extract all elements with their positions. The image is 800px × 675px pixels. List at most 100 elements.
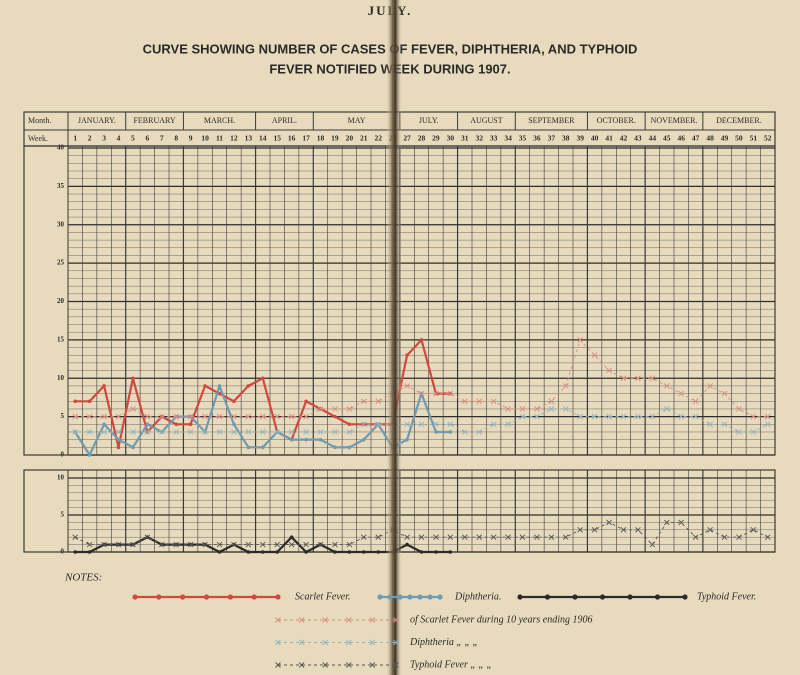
- point: [318, 437, 323, 442]
- point-cross: [678, 519, 685, 526]
- week-label: 44: [649, 134, 657, 143]
- point-cross: [259, 541, 266, 548]
- point-cross: [620, 413, 627, 420]
- point-cross: [764, 534, 771, 541]
- point-cross: [231, 413, 237, 420]
- week-label: 36: [533, 134, 541, 143]
- point-cross: [332, 541, 338, 548]
- point: [333, 414, 337, 419]
- y-tick-label: 5: [61, 511, 65, 519]
- point-cross: [202, 541, 208, 548]
- point-cross: [505, 534, 511, 541]
- point: [102, 422, 106, 427]
- point-cross: [577, 413, 584, 420]
- point: [217, 384, 222, 388]
- point: [361, 550, 366, 554]
- week-label: 20: [346, 134, 354, 143]
- point-cross: [115, 429, 122, 435]
- point-cross: [692, 398, 699, 405]
- legend-dot: [132, 594, 138, 600]
- legend-cross: [393, 662, 399, 668]
- legend-label: Typhoid Fever.: [697, 591, 756, 602]
- point: [289, 535, 294, 539]
- point-cross: [461, 398, 468, 405]
- point-cross: [144, 429, 151, 435]
- legend-cross: [322, 617, 329, 623]
- legend-cross: [322, 639, 329, 646]
- point-cross: [72, 429, 79, 435]
- point: [73, 550, 78, 554]
- point-cross: [548, 398, 555, 405]
- point-cross: [375, 421, 382, 428]
- week-label: 31: [461, 134, 469, 143]
- legend-cross: [345, 639, 352, 646]
- point-cross: [692, 534, 699, 541]
- y-tick-label: 20: [57, 297, 65, 305]
- week-label: 12: [230, 134, 238, 143]
- week-label: 19: [331, 134, 339, 143]
- point-cross: [519, 406, 526, 412]
- point-cross: [158, 413, 165, 420]
- point-cross: [447, 421, 454, 428]
- point-cross: [505, 421, 511, 428]
- point: [260, 550, 265, 554]
- point: [376, 550, 381, 554]
- week-label: 35: [519, 134, 527, 143]
- point-cross: [490, 398, 497, 405]
- point-cross: [187, 413, 194, 420]
- point: [131, 445, 135, 450]
- point-cross: [216, 541, 223, 548]
- point-cross: [620, 375, 627, 382]
- point: [102, 384, 106, 388]
- week-label: 7: [160, 134, 164, 143]
- legend-dot: [682, 594, 688, 600]
- legend-cross: [369, 617, 376, 623]
- week-label: 32: [475, 134, 483, 143]
- point-cross: [519, 534, 526, 541]
- point: [405, 437, 409, 442]
- point: [174, 422, 179, 427]
- point-cross: [707, 383, 713, 389]
- month-label: OCTOBER.: [597, 116, 636, 125]
- point-cross: [216, 429, 223, 435]
- month-label: NOVEMBER.: [651, 116, 698, 125]
- point-cross: [158, 541, 165, 548]
- week-label: 27: [403, 134, 411, 143]
- point-cross: [663, 406, 670, 412]
- point-cross: [678, 390, 685, 397]
- point: [434, 550, 438, 554]
- point-cross: [534, 534, 540, 541]
- legend-label: Diphtheria „ „ „: [409, 637, 478, 648]
- point-cross: [187, 429, 194, 435]
- point-cross: [606, 519, 612, 526]
- point-cross: [447, 534, 454, 541]
- point-cross: [346, 429, 353, 435]
- point-cross: [649, 375, 656, 382]
- point: [87, 550, 92, 554]
- week-label: 1: [73, 134, 77, 143]
- month-label: FEBRUARY: [133, 116, 175, 125]
- point-cross: [144, 413, 151, 420]
- legend-cross: [393, 617, 399, 623]
- point-cross: [72, 413, 79, 420]
- point: [419, 550, 424, 554]
- week-label: 6: [145, 134, 149, 143]
- y-tick-label: 40: [57, 144, 65, 152]
- point: [304, 437, 308, 442]
- y-tick-label: 35: [57, 182, 65, 190]
- point-cross: [288, 429, 295, 435]
- week-label: 40: [591, 134, 599, 143]
- week-label: 4: [117, 134, 121, 143]
- legend-cross: [369, 639, 376, 646]
- point: [333, 445, 337, 450]
- point-cross: [750, 526, 757, 533]
- point: [448, 550, 453, 554]
- y-tick-label: 30: [57, 220, 65, 228]
- week-label: 48: [706, 134, 714, 143]
- point-cross: [418, 390, 425, 397]
- legend-dot: [427, 594, 433, 600]
- legend-dot: [387, 594, 393, 600]
- point-cross: [360, 398, 367, 405]
- point-cross: [750, 413, 757, 420]
- week-label: 5: [131, 134, 135, 143]
